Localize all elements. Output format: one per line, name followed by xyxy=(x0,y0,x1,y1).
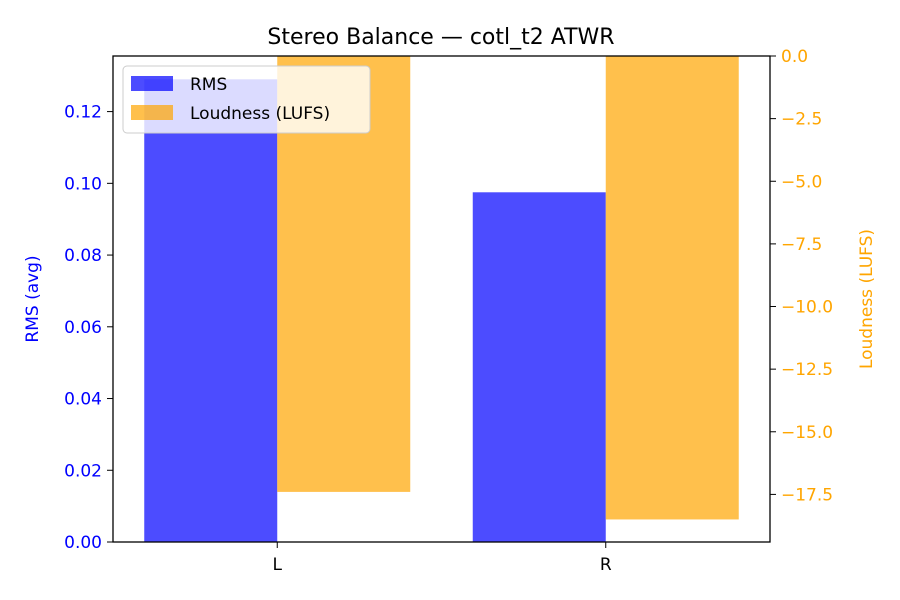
y-left-tick-label: 0.06 xyxy=(64,318,102,338)
y-right-tick-label: −7.5 xyxy=(781,235,822,255)
y-left-tick-label: 0.10 xyxy=(64,174,102,194)
legend: RMS Loudness (LUFS) xyxy=(122,65,371,134)
legend-swatch-rms xyxy=(131,76,173,91)
legend-swatch-loudness xyxy=(131,105,173,120)
y-left-tick-label: 0.04 xyxy=(64,390,102,410)
plot-frame xyxy=(112,55,771,543)
bar-rms-R xyxy=(472,192,606,542)
legend-label-loudness: Loudness (LUFS) xyxy=(190,104,330,124)
x-tick-label: R xyxy=(600,555,612,575)
y-right-tick-label: −5.0 xyxy=(781,172,822,192)
legend-label-rms: RMS xyxy=(190,75,227,95)
axes-layer: L R 0.00 0.02 0.04 0.06 0.08 0.10 0.12 0.0 −2.5 −5.… xyxy=(64,47,833,575)
legend-box xyxy=(122,65,371,134)
bars-layer xyxy=(144,56,739,542)
y-left-tick-label: 0.12 xyxy=(64,103,102,123)
y-right-tick-label: −2.5 xyxy=(781,110,822,130)
y-axis-right-label: Loudness (LUFS) xyxy=(857,229,877,369)
y-left-tick-label: 0.00 xyxy=(64,533,102,553)
x-tick-label: L xyxy=(273,555,283,575)
y-right-tick-label: −15.0 xyxy=(781,423,833,443)
bar-loudness-R xyxy=(605,56,739,520)
y-axis-left-label: RMS (avg) xyxy=(23,255,43,342)
chart-title: Stereo Balance — cotl_t2 ATWR xyxy=(267,25,614,50)
y-left-tick-label: 0.02 xyxy=(64,461,102,481)
y-right-tick-label: −10.0 xyxy=(781,298,833,318)
bar-rms-L xyxy=(144,79,278,542)
y-right-tick-label: −17.5 xyxy=(781,485,833,505)
y-left-tick-label: 0.08 xyxy=(64,246,102,266)
y-right-tick-label: 0.0 xyxy=(781,47,808,67)
y-right-tick-label: −12.5 xyxy=(781,360,833,380)
